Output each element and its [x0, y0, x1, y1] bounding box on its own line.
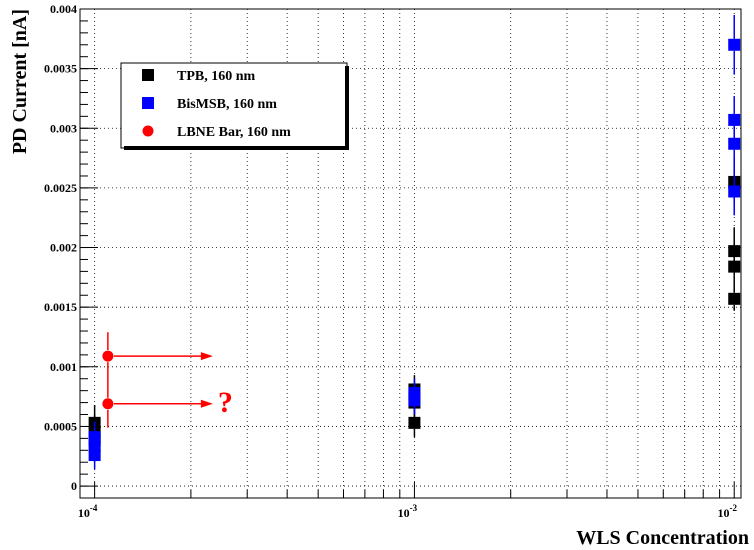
x-tick-base: 10	[717, 506, 729, 520]
legend-label: TPB, 160 nm	[177, 69, 256, 84]
x-tick-exponent: -4	[90, 503, 98, 513]
square-marker	[408, 416, 421, 429]
y-tick-label: 0.0025	[44, 181, 77, 195]
square-marker	[728, 185, 741, 198]
legend-shadow-right	[345, 66, 349, 150]
square-marker	[408, 394, 421, 407]
legend-marker	[142, 69, 154, 81]
y-tick-labels: 0 0.0005 0.001 0.0015 0.002 0.0025 0.003 0.0035…	[44, 2, 77, 493]
y-tick-label: 0	[71, 479, 77, 493]
square-marker	[728, 292, 741, 305]
x-tick-label: 10-4	[78, 503, 98, 520]
plot-frame	[79, 8, 742, 499]
legend: TPB, 160 nm BisMSB, 160 nm LBNE Bar, 160 n…	[120, 62, 349, 150]
y-axis-title: PD Current [nA]	[9, 9, 31, 154]
legend-shadow-bottom	[124, 146, 348, 150]
arrow-head	[200, 352, 213, 361]
data-point	[88, 440, 101, 470]
circle-marker	[102, 350, 114, 362]
x-tick-label: 10-3	[398, 503, 418, 520]
legend-label: LBNE Bar, 160 nm	[177, 125, 291, 140]
data-point	[408, 385, 421, 415]
x-tick-exponent: -2	[729, 503, 737, 513]
y-tick-label: 0.0035	[44, 62, 77, 76]
data-point	[102, 332, 114, 380]
legend-marker	[142, 97, 154, 109]
question-mark-annotation: ?	[218, 386, 233, 419]
y-tick-label: 0.004	[50, 2, 77, 16]
square-marker	[728, 137, 741, 150]
data-points	[88, 14, 741, 470]
x-axis-title: WLS Concentration	[576, 527, 749, 549]
data-point	[728, 14, 741, 75]
square-marker	[728, 260, 741, 273]
arrow-head	[200, 399, 213, 408]
y-tick-label: 0.0015	[44, 300, 77, 314]
data-point	[102, 379, 114, 428]
circle-marker	[102, 398, 114, 410]
y-tick-label: 0.001	[50, 360, 77, 374]
x-tick-label: 10-2	[717, 503, 737, 520]
x-tick-base: 10	[398, 506, 410, 520]
x-tick-base: 10	[78, 506, 90, 520]
data-point	[728, 286, 741, 311]
data-point	[728, 119, 741, 168]
data-point	[728, 167, 741, 216]
x-tick-exponent: -3	[410, 503, 418, 513]
arrows	[113, 352, 213, 408]
y-tick-label: 0.002	[50, 241, 77, 255]
x-tick-labels: 10-4 10-3 10-2	[78, 503, 738, 520]
square-marker	[88, 449, 101, 462]
axis-ticks	[80, 8, 735, 498]
legend-label: BisMSB, 160 nm	[177, 97, 277, 112]
y-tick-label: 0.003	[50, 121, 77, 135]
square-marker	[728, 38, 741, 51]
legend-marker	[142, 125, 154, 137]
y-tick-label: 0.0005	[44, 419, 77, 433]
